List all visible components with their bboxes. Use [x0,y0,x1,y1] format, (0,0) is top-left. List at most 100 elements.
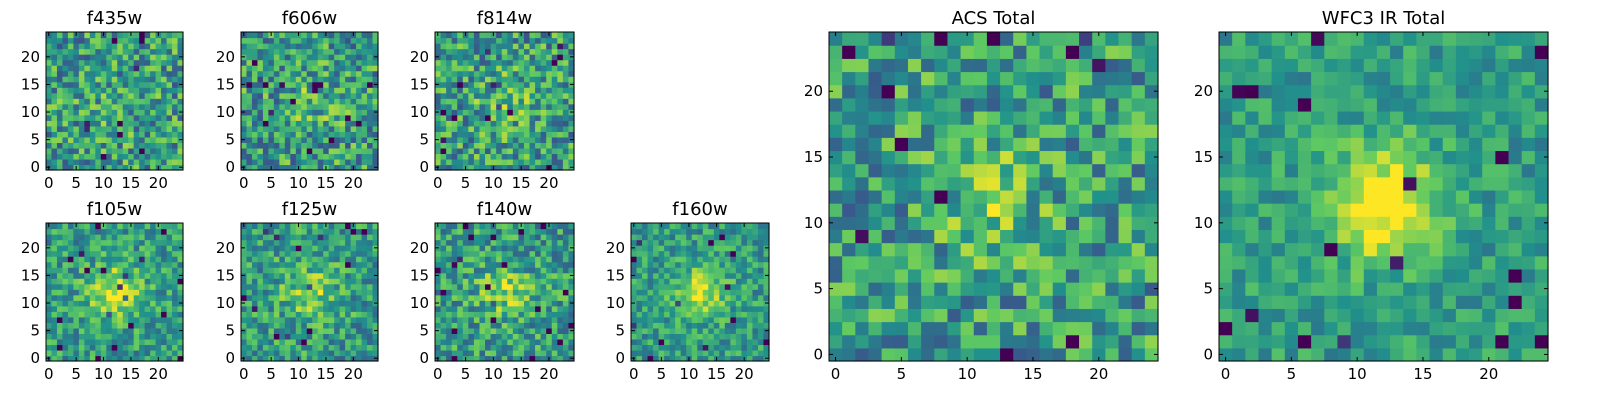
heatmap-cell [122,109,129,116]
heatmap-cell [730,294,737,301]
heatmap-cell [680,349,687,357]
heatmap-cell [323,239,330,246]
heatmap-cell [501,103,508,110]
heatmap-cell [144,239,151,246]
heatmap-cell [636,322,643,329]
heatmap-cell [361,136,368,143]
heatmap-cell [106,289,113,296]
heatmap-cell [133,43,140,50]
heatmap-cell [89,125,96,132]
heatmap-cell [546,261,553,268]
heatmap-cell [523,283,531,290]
heatmap-cell [284,70,291,77]
heatmap-cell [562,294,570,301]
heatmap-cell [257,164,264,171]
heatmap-cell [501,316,508,323]
heatmap-cell [133,250,140,257]
heatmap-cell [719,256,726,263]
heatmap-cell [557,234,564,241]
heatmap-cell [675,305,682,312]
heatmap-cell [279,32,286,39]
heatmap-cell [161,65,168,72]
heatmap-cell [106,272,113,279]
x-tick-label: 20 [735,365,754,383]
heatmap-cell [172,267,179,274]
heatmap-cell [529,87,536,94]
heatmap-cell [568,311,575,318]
heatmap-cell [89,109,96,116]
heatmap-cell [161,32,168,39]
heatmap-cell [356,81,363,88]
heatmap-cell [367,158,374,166]
heatmap-cell [246,37,253,44]
heatmap-cell [702,228,709,235]
heatmap-cell [295,48,302,55]
heatmap-cell [479,76,486,83]
heatmap-cell [479,278,486,285]
heatmap-cell [323,245,330,252]
heatmap-cell [562,327,570,334]
heatmap-cell [111,70,118,77]
heatmap-cell [479,333,486,340]
heatmap-cell [166,256,173,263]
heatmap-cell [868,163,883,178]
heatmap-cell [451,344,458,351]
heatmap-cell [551,245,558,252]
heatmap-cell [67,234,74,241]
heatmap-cell [540,228,547,235]
heatmap-cell [973,229,988,244]
heatmap-cell [117,32,124,39]
heatmap-cell [653,261,660,268]
heatmap-cell [479,267,486,274]
heatmap-cell [647,267,654,274]
heatmap-cell [367,283,374,290]
heatmap-cell [89,267,96,274]
heatmap-cell [172,147,179,155]
heatmap-cell [540,245,547,252]
heatmap-cell [529,245,536,252]
heatmap-cell [328,131,335,138]
heatmap-cell [540,158,547,166]
heatmap-cell [697,250,704,257]
heatmap-cell [290,109,297,116]
heatmap-cell [551,300,558,307]
heatmap-cell [345,70,352,77]
heatmap-cell [78,327,85,334]
heatmap-cell [67,142,74,149]
heatmap-cell [133,349,140,357]
heatmap-cell [51,147,58,155]
heatmap-cell [51,294,58,301]
heatmap-cell [568,70,575,77]
heatmap-cell [144,272,151,279]
heatmap-cell [842,176,856,191]
heatmap-cell [934,189,949,204]
heatmap-cell [117,261,124,268]
heatmap-cell [312,327,319,334]
heatmap-cell [713,283,720,290]
x-tick-label: 15 [707,365,726,383]
heatmap-cell [106,316,113,323]
heatmap-cell [1131,334,1146,349]
heatmap-cell [702,278,709,285]
heatmap-cell [144,294,151,301]
heatmap-cell [367,223,374,230]
heatmap-cell [268,250,275,257]
heatmap-cell [557,239,564,246]
heatmap-cell [106,87,113,94]
heatmap-cell [691,311,698,318]
heatmap-cell [512,256,519,263]
panel-title-f814w: f814w [477,8,532,29]
heatmap-cell [551,322,558,329]
heatmap-cell [540,311,547,318]
heatmap-cell [518,228,525,235]
heatmap-cell [284,349,291,357]
heatmap-cell [284,164,291,171]
heatmap-cell [301,355,308,362]
heatmap-cell [730,267,737,274]
heatmap-cell [268,239,275,246]
heatmap-cell [279,278,286,285]
heatmap-cell [328,256,335,263]
heatmap-cell [328,327,335,334]
heatmap-cell [507,223,514,230]
heatmap-cell [356,158,363,166]
